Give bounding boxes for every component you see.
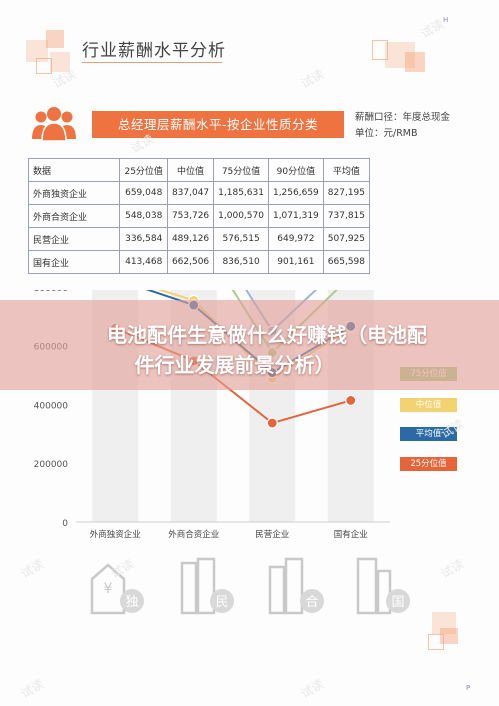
table-cell: 659,048 xyxy=(119,181,168,205)
table-cell: 901,161 xyxy=(267,250,324,274)
decor-square xyxy=(432,612,456,634)
overlay-headline: 电池配件生意做什么好赚钱（电池配 件行业发展前景分析） xyxy=(0,320,499,380)
unit-notes: 薪酬口径：年度总现金 单位：元/RMB xyxy=(355,110,450,142)
table-cell: 外商独资企业 xyxy=(27,181,121,205)
x-tick-label: 民营企业 xyxy=(255,529,289,540)
table-row: 国有企业 413,468 662,506 836,510 901,161 665… xyxy=(27,250,371,274)
table-cell: 753,726 xyxy=(166,204,215,228)
decor-square xyxy=(440,628,458,644)
y-tick-label: 0 xyxy=(62,519,68,529)
series-line xyxy=(245,290,318,333)
decor-square xyxy=(36,58,52,74)
joint-venture-icon: 民 xyxy=(180,557,234,615)
decor-square xyxy=(405,52,425,72)
decor-square xyxy=(428,634,444,650)
watermark-text: 试读 xyxy=(18,676,47,701)
table-cell: 662,506 xyxy=(166,250,215,274)
decor-square xyxy=(385,42,415,68)
joint-venture-icon-char: 民 xyxy=(215,595,228,610)
series-point xyxy=(345,394,357,407)
table-cell: 336,584 xyxy=(119,227,168,251)
table-cell: 836,510 xyxy=(213,250,269,274)
salary-table: 数据 25分位值 中位值 75分位值 90分位值 平均值 外商独资企业 659,… xyxy=(27,158,371,274)
pay-basis-note: 薪酬口径：年度总现金 xyxy=(355,112,451,123)
wholly-foreign-owned-icon: ¥ 独 xyxy=(90,563,144,615)
table-row: 外商合资企业 548,038 753,726 1,000,570 1,071,3… xyxy=(27,204,371,228)
table-cell: 1,185,631 xyxy=(213,181,269,205)
x-tick-label: 国有企业 xyxy=(334,529,368,540)
watermark-text: 试读 xyxy=(298,676,327,701)
section-title: 行业薪酬水平分析 xyxy=(82,41,226,61)
legend-entry: 25分位值 xyxy=(400,457,457,471)
table-cell: 665,598 xyxy=(322,250,371,274)
watermark-text: 试读 xyxy=(18,556,47,581)
corner-letter-top: H xyxy=(443,16,449,24)
x-tick-label: 外商合资企业 xyxy=(168,529,219,540)
table-cell: 507,925 xyxy=(322,227,371,251)
x-tick-label: 外商独资企业 xyxy=(90,529,141,540)
table-header-cell: 90分位值 xyxy=(267,158,324,182)
table-cell: 576,515 xyxy=(213,227,269,251)
state-owned-icon-char: 国 xyxy=(391,595,404,610)
legend-entry: 平均值 xyxy=(400,427,457,441)
y-tick-label: 800000 xyxy=(34,290,69,294)
watermark-text: 试读 xyxy=(298,66,327,91)
table-cell: 民营企业 xyxy=(27,227,121,251)
table-cell: 1,000,570 xyxy=(213,204,269,228)
table-cell: 489,126 xyxy=(166,227,215,251)
title-overlay-band xyxy=(0,300,499,390)
table-header-cell: 75分位值 xyxy=(213,158,269,182)
decor-square xyxy=(372,40,388,60)
private-enterprise-icon-char: 合 xyxy=(305,595,318,610)
table-row: 外商独资企业 659,048 837,047 1,185,631 1,256,6… xyxy=(27,181,371,205)
table-cell: 1,256,659 xyxy=(267,181,324,205)
y-tick-label: 200000 xyxy=(34,460,69,470)
title-underline xyxy=(82,62,222,63)
table-cell: 837,047 xyxy=(166,181,215,205)
corner-letter-bottom: P xyxy=(466,684,471,692)
table-cell: 737,815 xyxy=(322,204,371,228)
wholly-foreign-owned-icon-char: 独 xyxy=(125,595,138,610)
decor-square xyxy=(26,40,48,62)
wholly-foreign-owned-icon-symbol: ¥ xyxy=(104,581,113,597)
series-point xyxy=(266,417,278,429)
overlay-headline-line2: 件行业发展前景分析） xyxy=(134,353,335,377)
private-enterprise-icon: 合 xyxy=(268,557,324,615)
table-header-cell: 25分位值 xyxy=(119,158,168,182)
overlay-headline-line1: 电池配件生意做什么好赚钱（电池配 xyxy=(107,323,427,347)
unit-note: 单位：元/RMB xyxy=(355,128,418,139)
table-cell: 827,195 xyxy=(322,181,371,205)
table-header-row: 数据 25分位值 中位值 75分位值 90分位值 平均值 xyxy=(27,158,371,182)
table-cell: 外商合资企业 xyxy=(27,204,121,228)
table-cell: 413,468 xyxy=(119,250,168,274)
table-row: 民营企业 336,584 489,126 576,515 649,972 507… xyxy=(27,227,371,251)
table-cell: 548,038 xyxy=(119,204,168,228)
table-cell: 1,071,319 xyxy=(267,204,324,228)
table-header-cell: 中位值 xyxy=(166,158,215,182)
table-header-cell: 数据 xyxy=(27,158,121,182)
state-owned-icon: 国 xyxy=(356,557,410,615)
watermark-text: 试读 xyxy=(438,556,467,581)
table-cell: 国有企业 xyxy=(27,250,121,274)
table-header-cell: 平均值 xyxy=(322,158,371,182)
legend-entry: 中位值 xyxy=(400,398,457,412)
decor-square xyxy=(50,52,70,72)
chart-banner-title: 总经理层薪酬水平-按企业性质分类 xyxy=(92,111,344,138)
decor-square xyxy=(46,30,64,48)
people-group-icon xyxy=(32,107,76,142)
y-tick-label: 400000 xyxy=(34,401,69,411)
table-cell: 649,972 xyxy=(267,227,324,251)
